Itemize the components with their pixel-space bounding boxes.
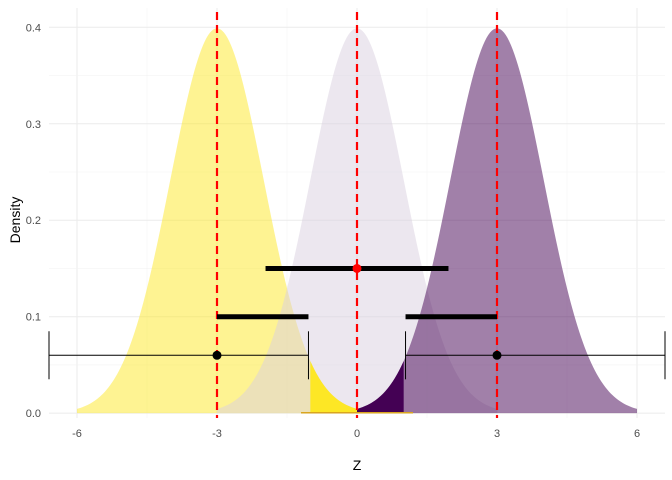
shaded-region-2 — [357, 361, 404, 414]
interval-point-5 — [492, 350, 502, 360]
interval-point-4 — [212, 350, 222, 360]
y-tick-labels: 0.0 0.1 0.2 0.3 0.4 — [26, 22, 41, 420]
y-tick-label: 0.1 — [26, 312, 41, 324]
x-axis-title: Z — [353, 457, 362, 473]
x-tick-label: 6 — [634, 428, 640, 440]
y-axis-title: Density — [7, 197, 23, 244]
y-tick-label: 0.2 — [26, 215, 41, 227]
y-tick-label: 0.0 — [26, 408, 41, 420]
x-tick-label: 3 — [494, 428, 500, 440]
y-tick-label: 0.4 — [26, 22, 41, 34]
shaded-region-1 — [310, 361, 357, 414]
shaded-regions — [301, 361, 413, 414]
x-tick-label: 0 — [354, 428, 360, 440]
confidence-intervals — [48, 263, 666, 380]
y-tick-label: 0.3 — [26, 119, 41, 131]
interval-point-1 — [352, 263, 362, 273]
x-tick-labels: -6 -3 0 3 6 — [72, 428, 640, 440]
x-tick-label: -6 — [72, 428, 82, 440]
reference-lines — [215, 12, 499, 418]
x-tick-label: -3 — [212, 428, 222, 440]
